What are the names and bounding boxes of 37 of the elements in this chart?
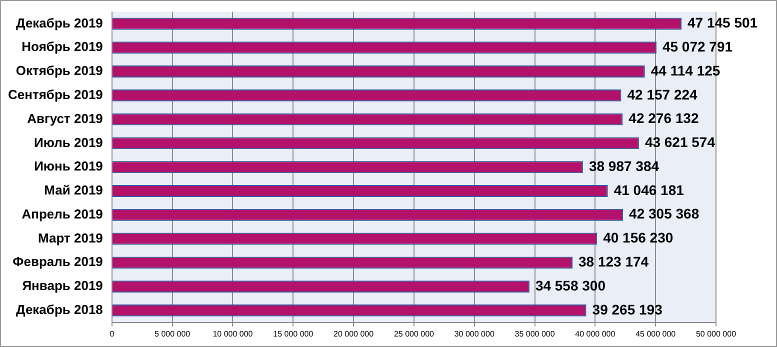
x-tick-label: 0 (110, 329, 115, 338)
data-label: 34 558 300 (535, 277, 606, 294)
y-tick-label: Февраль 2019 (12, 254, 103, 270)
x-tick-label: 15 000 000 (273, 329, 314, 338)
data-label: 42 157 224 (627, 86, 698, 102)
x-tick-label: 40 000 000 (575, 329, 616, 338)
data-label: 41 046 181 (614, 182, 684, 198)
y-tick-label: Август 2019 (27, 110, 103, 126)
x-tick-label: 20 000 000 (334, 329, 374, 338)
x-tick-label: 35 000 000 (514, 329, 556, 338)
y-tick-label: Март 2019 (38, 230, 103, 246)
x-tick-label: 45 000 000 (636, 329, 676, 338)
y-tick-label: Январь 2019 (22, 278, 103, 294)
y-tick-label: Ноябрь 2019 (22, 39, 103, 54)
x-tick-label: 10 000 000 (212, 329, 254, 338)
data-label: 43 621 574 (644, 134, 716, 150)
data-label: 47 145 501 (688, 14, 758, 31)
x-tick-label: 5 000 000 (154, 329, 191, 338)
data-label: 42 305 368 (629, 206, 700, 222)
y-tick-label: Май 2019 (44, 182, 103, 198)
x-tick-label: 30 000 000 (454, 329, 495, 338)
y-tick-label: Апрель 2019 (22, 206, 103, 222)
data-label: 45 072 791 (662, 38, 733, 54)
y-tick-label: Декабрь 2018 (16, 302, 103, 318)
x-tick-label: 50 000 000 (696, 329, 737, 338)
data-label: 42 276 132 (628, 110, 699, 126)
data-label: 40 156 230 (603, 230, 674, 246)
y-tick-label: Октябрь 2019 (16, 63, 103, 78)
x-tick-label: 25 000 000 (394, 329, 435, 338)
data-label: 38 123 174 (578, 254, 649, 270)
data-label: 39 265 193 (592, 301, 663, 318)
y-tick-label: Декабрь 2019 (16, 15, 103, 30)
y-tick-label: Июль 2019 (34, 134, 103, 150)
y-tick-label: Сентябрь 2019 (8, 87, 103, 102)
data-label: 44 114 125 (650, 62, 720, 78)
data-label: 38 987 384 (588, 158, 660, 174)
y-tick-label: Июнь 2019 (34, 158, 103, 174)
